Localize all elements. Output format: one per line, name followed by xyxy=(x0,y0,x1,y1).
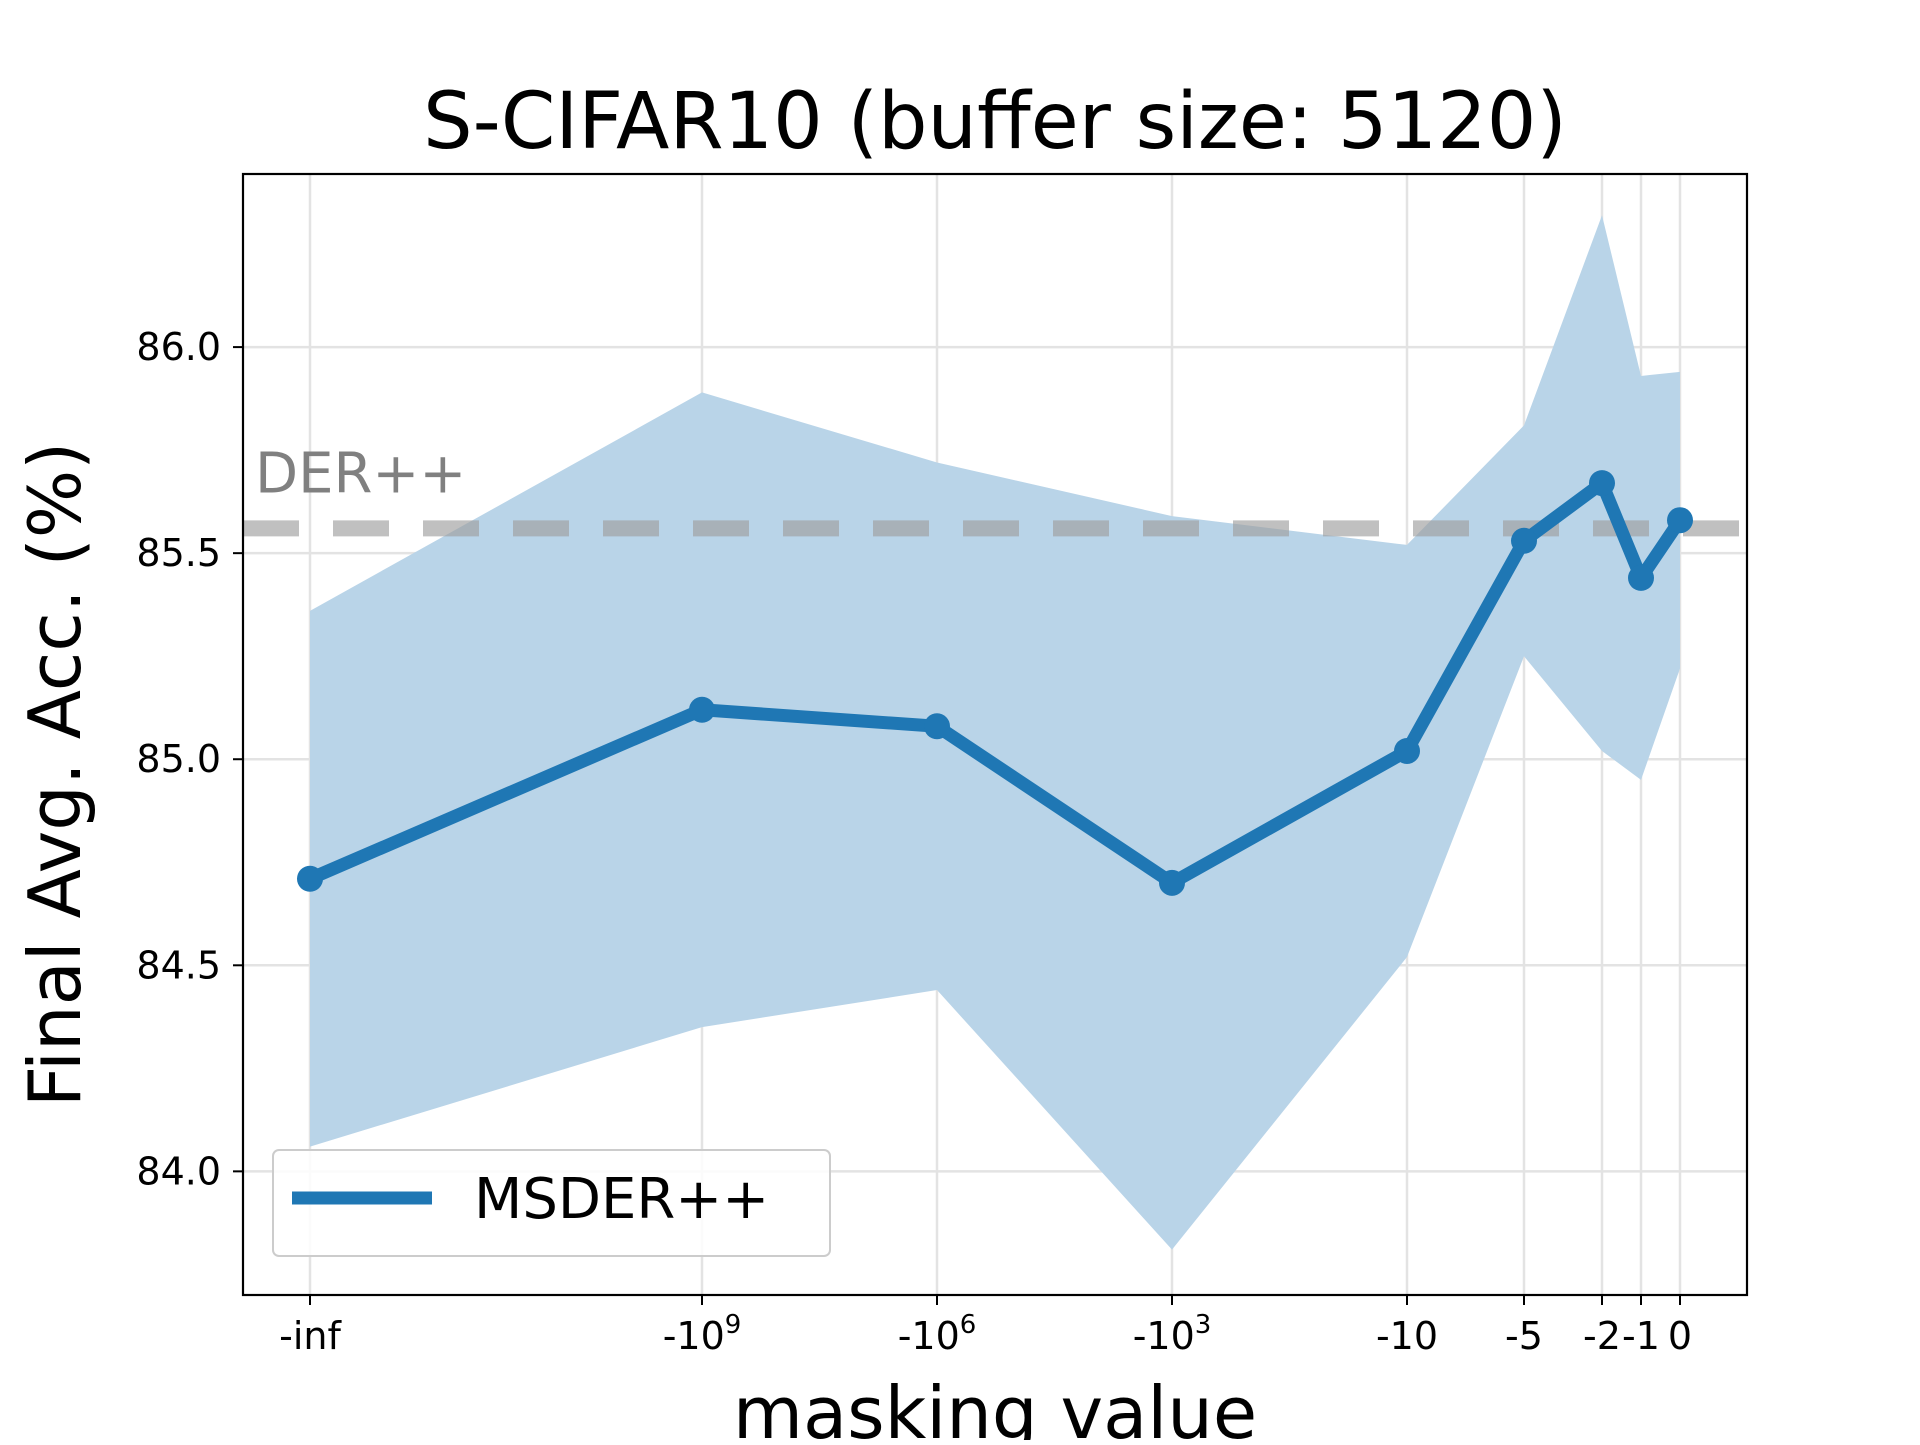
legend-label: MSDER++ xyxy=(474,1167,769,1232)
y-tick-label: 85.5 xyxy=(136,531,221,575)
y-tick-label: 84.5 xyxy=(136,943,221,987)
data-point xyxy=(1589,470,1615,497)
x-tick-label: -106 xyxy=(898,1310,977,1358)
legend-box xyxy=(272,1149,831,1257)
y-axis-label: Final Avg. Acc. (%) xyxy=(13,442,97,1107)
data-point xyxy=(1628,564,1654,591)
y-tick-label: 85.0 xyxy=(136,737,221,781)
axis-ticks: 84.0 84.5 85.0 85.5 86.0 -inf -109 -106 -103 -10 -… xyxy=(136,325,1692,1358)
data-point xyxy=(1667,507,1693,534)
series-layer xyxy=(297,470,1693,896)
data-point xyxy=(924,713,950,740)
x-tick-label: -1 xyxy=(1622,1314,1660,1358)
data-point xyxy=(689,696,715,723)
x-tick-label: -5 xyxy=(1505,1314,1543,1358)
confidence-band-layer xyxy=(310,215,1680,1250)
x-tick-label: -inf xyxy=(279,1314,342,1358)
data-point xyxy=(297,865,323,892)
x-tick-label: -10 xyxy=(1376,1314,1438,1358)
legend: MSDER++ xyxy=(272,1149,831,1257)
y-tick-label: 86.0 xyxy=(136,325,221,369)
y-tick-label: 84.0 xyxy=(136,1149,221,1193)
data-point xyxy=(1159,869,1185,896)
x-tick-label: -103 xyxy=(1133,1310,1212,1358)
reference-line-label: DER++ xyxy=(255,441,466,506)
data-point xyxy=(1511,527,1537,554)
x-tick-label: -2 xyxy=(1583,1314,1621,1358)
x-axis-label: masking value xyxy=(733,1371,1257,1440)
chart-title: S-CIFAR10 (buffer size: 5120) xyxy=(423,77,1567,167)
data-point xyxy=(1394,737,1420,764)
x-tick-label: 0 xyxy=(1668,1314,1692,1358)
x-tick-label: -109 xyxy=(663,1310,742,1358)
plot-frame xyxy=(241,172,1749,1297)
confidence-band xyxy=(310,215,1680,1250)
